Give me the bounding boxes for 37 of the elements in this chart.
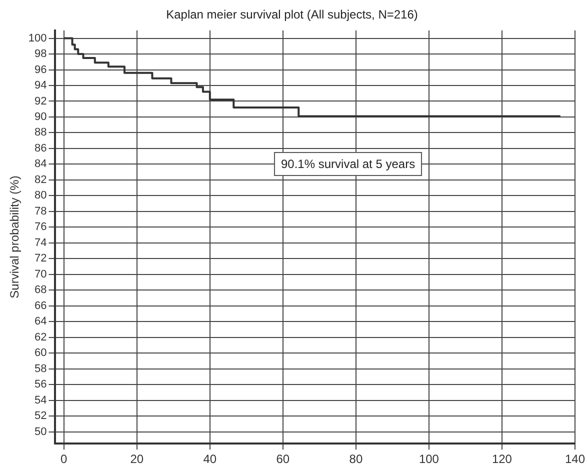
x-tick-label: 120	[492, 452, 512, 466]
y-tick-label: 62	[34, 331, 47, 344]
y-tick-label: 54	[34, 394, 47, 406]
chart-title: Kaplan meier survival plot (All subjects, N=216)	[166, 8, 418, 22]
y-tick-label: 58	[34, 362, 47, 375]
y-tick-label: 82	[34, 174, 47, 186]
annotation: 90.1% survival at 5 years	[274, 152, 422, 176]
y-tick-label: 64	[34, 316, 47, 328]
x-tick-label: 100	[418, 452, 440, 466]
x-tick-label: 40	[203, 452, 217, 466]
y-tick-label: 70	[34, 268, 47, 280]
y-tick-label: 56	[34, 378, 47, 391]
y-tick-label: 88	[34, 126, 47, 139]
y-tick-label: 72	[34, 252, 47, 265]
y-tick-label: 84	[34, 158, 47, 170]
y-tick-label: 94	[34, 80, 47, 92]
x-tick-label: 60	[276, 452, 290, 466]
x-tick-label: 20	[130, 452, 144, 466]
y-tick-label: 50	[34, 426, 47, 438]
y-tick-label: 92	[34, 95, 47, 108]
x-tick-label: 80	[349, 452, 363, 466]
y-tick-label: 66	[34, 300, 47, 312]
y-tick-label: 90	[34, 111, 47, 124]
y-tick-label: 60	[34, 347, 47, 360]
y-tick-label: 96	[34, 64, 47, 76]
y-tick-label: 86	[34, 142, 47, 154]
y-axis-title: Survival probability (%)	[8, 176, 22, 298]
y-tick-label: 80	[34, 190, 47, 202]
y-tick-label: 68	[34, 284, 47, 296]
y-tick-label: 74	[34, 236, 47, 249]
x-tick-label: 140	[564, 452, 586, 466]
y-tick-label: 98	[34, 48, 47, 60]
y-tick-label: 76	[34, 221, 47, 234]
x-tick-label: 0	[60, 452, 68, 466]
y-tick-label: 52	[34, 410, 47, 422]
y-tick-label: 78	[34, 205, 47, 218]
y-tick-label: 100	[28, 32, 47, 44]
